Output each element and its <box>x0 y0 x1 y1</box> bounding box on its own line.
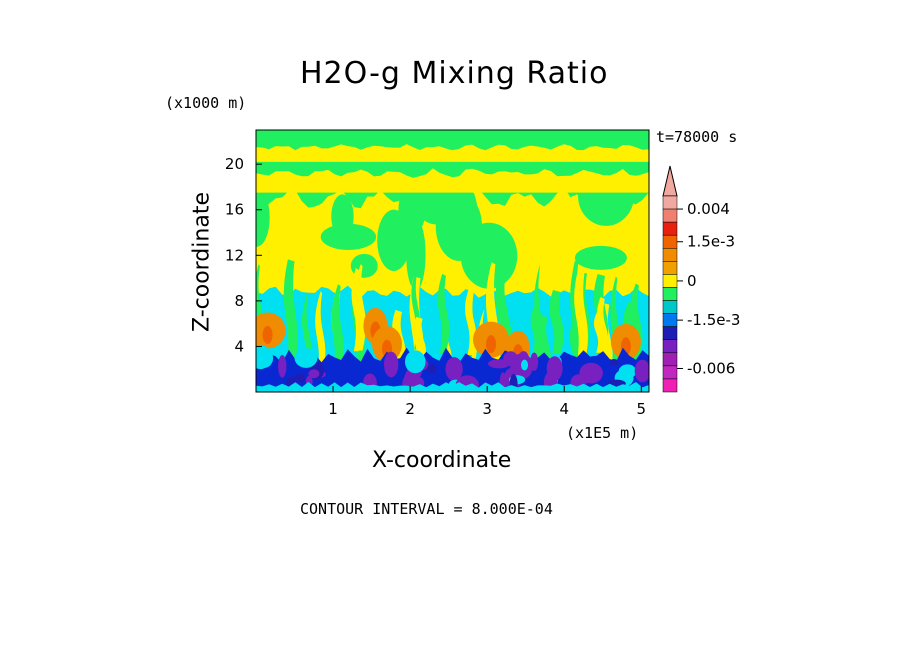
hotspot-core <box>486 335 497 354</box>
moist-blob <box>406 218 426 291</box>
dry-blob <box>256 344 272 370</box>
x-tick-label: 3 <box>482 400 492 418</box>
hotspot-core <box>262 326 273 345</box>
dry-blob <box>383 351 399 378</box>
contour-field <box>256 130 649 392</box>
colorbar-label: 0 <box>687 272 697 290</box>
x-tick-label: 1 <box>328 400 338 418</box>
colorbar-level <box>662 339 678 354</box>
dry-blob <box>634 359 649 383</box>
x-tick-label: 5 <box>637 400 647 418</box>
colorbar-label: -1.5e-3 <box>687 311 740 329</box>
colorbar-level <box>662 221 678 236</box>
moist-blob <box>435 178 462 245</box>
plume <box>495 270 510 348</box>
layer-upper-stripe <box>256 144 649 162</box>
y-axis: 4 8 12 16 20 <box>225 155 262 355</box>
dry-blob <box>445 357 463 382</box>
moist-blob <box>320 223 377 250</box>
colorbar-level <box>662 261 678 275</box>
plume <box>574 269 589 365</box>
colorbar: 0.004 1.5e-3 0 -1.5e-3 -0.006 <box>662 165 740 393</box>
colorbar-label: 1.5e-3 <box>687 233 735 251</box>
colorbar-level <box>662 313 678 327</box>
y-axis-unit: (x1000 m) <box>165 94 247 112</box>
dry-blob <box>520 359 529 371</box>
layer-thin-stripe <box>256 167 649 171</box>
layer-surface <box>256 382 649 392</box>
dry-blob <box>546 356 563 381</box>
plot-frame <box>255 129 650 393</box>
colorbar-level <box>662 195 678 210</box>
colorbar-level <box>662 300 678 314</box>
x-tick-label: 2 <box>405 400 415 418</box>
dry-blob <box>427 363 437 374</box>
x-tick-label: 4 <box>559 400 569 418</box>
colorbar-level <box>662 208 678 223</box>
colorbar-level <box>662 365 678 380</box>
plume <box>315 291 326 379</box>
dry-blob <box>308 369 320 379</box>
colorbar-label: 0.004 <box>687 200 730 218</box>
colorbar-level <box>662 352 678 367</box>
plume <box>437 273 450 353</box>
plume <box>412 316 427 365</box>
colorbar-level <box>662 274 678 288</box>
dry-blob <box>404 350 426 374</box>
plume <box>549 290 564 354</box>
colorbar-level <box>662 234 678 249</box>
layer-upper-yellow <box>256 168 649 193</box>
moist-blob <box>574 245 627 270</box>
colorbar-level <box>662 326 678 340</box>
chart-title: H2O-g Mixing Ratio <box>300 56 609 91</box>
x-axis: 1 2 3 4 5 <box>328 386 646 418</box>
y-tick-label: 12 <box>225 246 244 264</box>
colorbar-level <box>662 248 678 262</box>
x-axis-unit: (x1E5 m) <box>566 424 639 442</box>
dry-blob <box>609 359 619 366</box>
time-label: t=78000 s <box>656 128 738 146</box>
colorbar-level <box>662 378 678 393</box>
plume <box>331 284 345 380</box>
dry-blob <box>294 348 318 368</box>
y-tick-label: 20 <box>225 155 244 173</box>
x-axis-title: X-coordinate <box>372 448 512 473</box>
moist-blob <box>256 188 270 247</box>
dry-blob <box>503 351 518 367</box>
contour-interval-label: CONTOUR INTERVAL = 8.000E-04 <box>300 500 553 518</box>
plume <box>596 297 609 359</box>
colorbar-label: -0.006 <box>687 359 735 377</box>
dry-blob <box>404 370 415 389</box>
colorbar-arrow <box>662 165 678 197</box>
dry-blob <box>278 355 287 378</box>
y-tick-label: 16 <box>225 201 244 219</box>
plume <box>283 259 298 372</box>
moist-blob <box>377 209 411 271</box>
plume <box>530 303 541 355</box>
plume <box>354 264 366 351</box>
dry-blob <box>579 362 603 384</box>
dry-blob <box>294 373 306 383</box>
y-tick-label: 8 <box>234 292 244 310</box>
plume <box>534 264 544 370</box>
colorbar-level <box>662 287 678 301</box>
y-tick-label: 4 <box>234 337 244 355</box>
